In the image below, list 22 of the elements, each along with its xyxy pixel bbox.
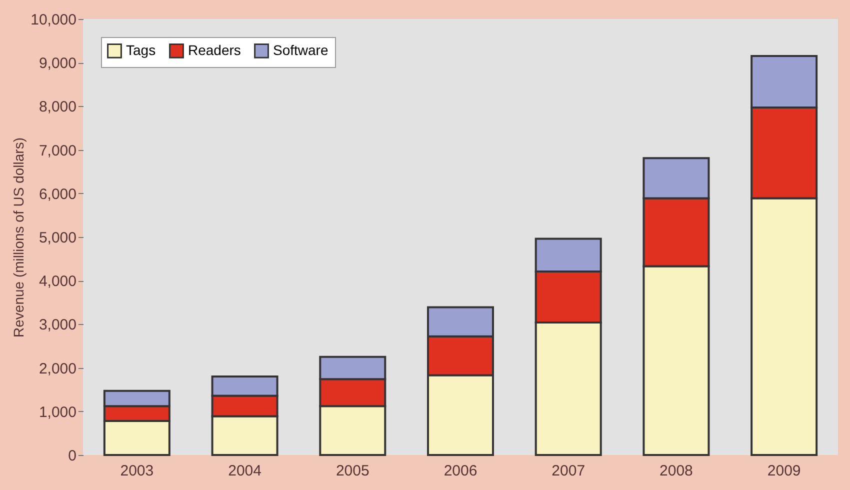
- y-axis-title: Revenue (millions of US dollars): [10, 138, 27, 338]
- x-tick-label: 2003: [120, 462, 154, 480]
- y-tick-label: 2,000: [38, 360, 76, 378]
- legend-label: Readers: [188, 42, 241, 58]
- y-tick-label: 1,000: [38, 404, 76, 421]
- y-tick-label: 4,000: [38, 273, 76, 290]
- y-tick-label: 7,000: [38, 142, 76, 160]
- y-tick-label: 3,000: [38, 316, 76, 334]
- y-tick-label: 6,000: [38, 186, 76, 203]
- x-tick-label: 2007: [552, 462, 586, 480]
- y-tick-label: 10,000: [30, 12, 76, 28]
- legend-label: Software: [273, 42, 328, 58]
- y-tick-label: 5,000: [38, 230, 76, 246]
- y-tick-label: 8,000: [38, 98, 76, 116]
- x-tick-label: 2006: [444, 462, 478, 480]
- y-tick-label: 0: [68, 448, 76, 464]
- x-tick-label: 2004: [228, 462, 262, 480]
- x-tick-label: 2008: [660, 462, 693, 480]
- x-tick-label: 2005: [336, 462, 370, 480]
- y-tick-label: 9,000: [38, 55, 76, 72]
- x-tick-label: 2009: [767, 462, 801, 480]
- legend-label: Tags: [126, 42, 156, 58]
